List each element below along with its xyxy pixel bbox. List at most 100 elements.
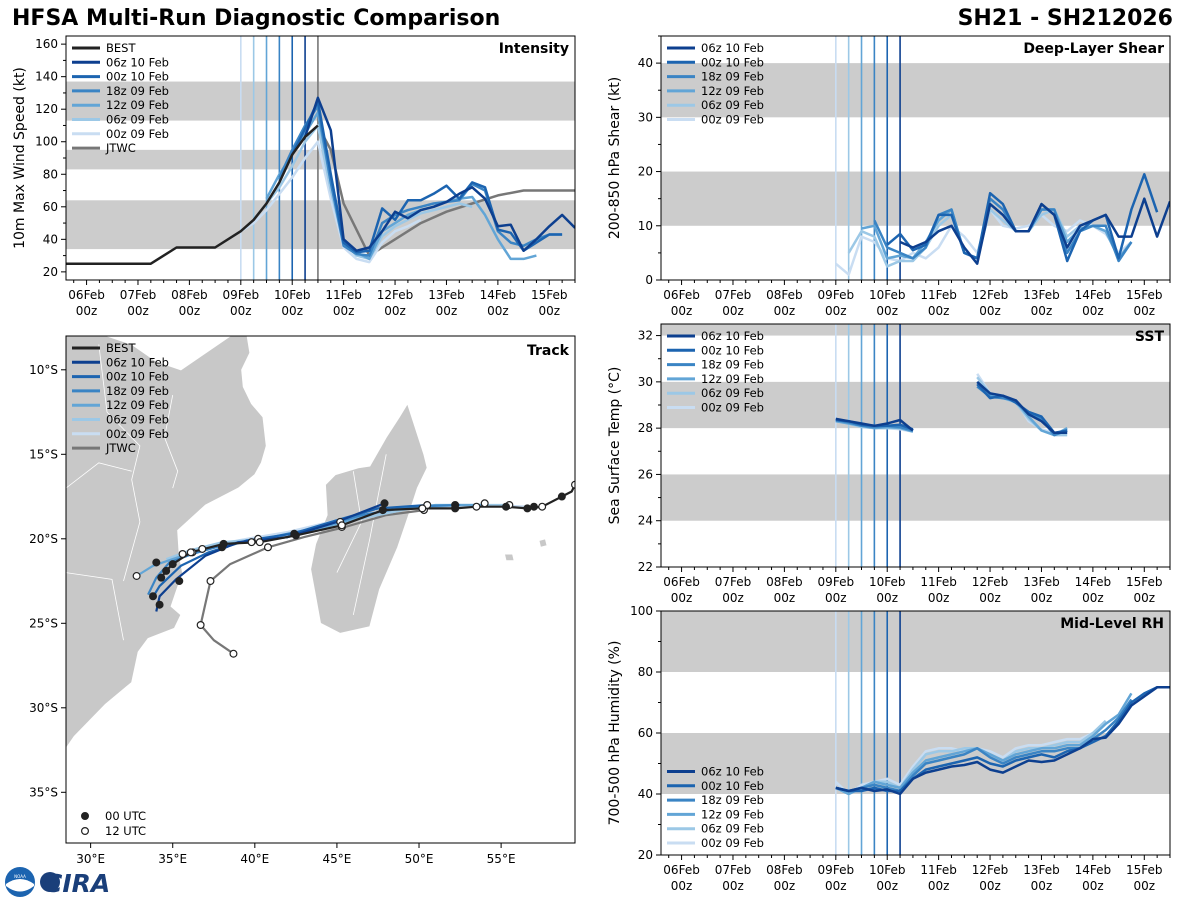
- x-tick-date-label: 13Feb: [1023, 863, 1060, 877]
- land-mauritius: [538, 538, 548, 548]
- series-line-12z-09-feb: [265, 111, 537, 261]
- y-tick-label: 25°S: [29, 616, 58, 630]
- x-tick-date-label: 07Feb: [715, 575, 752, 589]
- x-tick-date-label: 06Feb: [68, 288, 105, 302]
- x-tick-hour-label: 00z: [1031, 879, 1053, 893]
- track-marker-00utc: [157, 573, 166, 582]
- y-tick-label: 30: [638, 375, 653, 389]
- plot-area: [661, 611, 1170, 855]
- x-tick-label: 45°E: [322, 852, 351, 866]
- x-tick-date-label: 06Feb: [663, 863, 700, 877]
- series-line-06z-10-feb: [303, 96, 575, 252]
- track-marker-00utc: [162, 566, 171, 575]
- x-tick-hour-label: 00z: [333, 304, 355, 318]
- marker-legend-label: 00 UTC: [105, 809, 146, 823]
- admin-border: [164, 395, 179, 489]
- y-tick-label: 20°S: [29, 532, 58, 546]
- shear-panel: 0 10 20 30 40 06Feb 00z 07Feb 00z 08Feb 00z 09Feb 00…: [607, 35, 1171, 318]
- shaded-band: [661, 381, 1170, 429]
- x-tick-date-label: 15Feb: [1126, 863, 1163, 877]
- x-tick-label: 30°E: [76, 852, 105, 866]
- legend-label: JTWC: [105, 141, 136, 155]
- track-marker-00utc: [168, 560, 177, 569]
- track-marker-12utc: [472, 502, 481, 511]
- legend-label: BEST: [106, 341, 136, 355]
- legend-label: 06z 10 Feb: [701, 765, 764, 779]
- track-marker-12utc: [206, 577, 215, 586]
- x-tick-hour-label: 00z: [979, 304, 1001, 318]
- track-marker-12utc: [418, 504, 427, 513]
- track-marker-00utc: [523, 504, 532, 513]
- legend-label: 12z 09 Feb: [106, 98, 169, 112]
- x-tick-hour-label: 00z: [928, 304, 950, 318]
- legend-label: 00z 10 Feb: [701, 779, 764, 793]
- track-marker-00utc: [502, 502, 511, 511]
- y-tick-label: 26: [638, 467, 653, 481]
- legend-label: 06z 10 Feb: [701, 329, 764, 343]
- y-tick-label: 100: [35, 135, 58, 149]
- legend-label: 06z 09 Feb: [701, 386, 764, 400]
- intensity-panel: 20 40 60 80 100 120 140 160 06Feb 00z 07Feb 00z 08Fe…: [12, 35, 576, 318]
- x-tick-hour-label: 00z: [1082, 879, 1104, 893]
- x-tick-date-label: 08Feb: [766, 863, 803, 877]
- x-tick-hour-label: 00z: [179, 304, 201, 318]
- x-tick-date-label: 13Feb: [1023, 288, 1060, 302]
- x-tick-date-label: 15Feb: [1126, 288, 1163, 302]
- track-marker-00utc: [451, 504, 460, 513]
- series-line-00z-09-feb: [240, 140, 422, 264]
- y-tick-label: 80: [638, 665, 653, 679]
- series-line-06z-10-feb: [835, 686, 1170, 796]
- x-tick-date-label: 14Feb: [1075, 863, 1112, 877]
- legend-label: 00z 10 Feb: [106, 70, 169, 84]
- x-tick-date-label: 14Feb: [480, 288, 517, 302]
- x-tick-date-label: 15Feb: [1126, 575, 1163, 589]
- x-tick-date-label: 07Feb: [715, 863, 752, 877]
- y-tick-label: 140: [35, 70, 58, 84]
- y-tick-label: 0: [645, 273, 653, 287]
- track-marker-00utc: [155, 600, 164, 609]
- x-tick-hour-label: 00z: [928, 591, 950, 605]
- x-tick-date-label: 11Feb: [920, 863, 957, 877]
- marker-legend-label: 12 UTC: [105, 824, 146, 838]
- plot-area: [661, 36, 1170, 280]
- y-tick-label: 10: [638, 219, 653, 233]
- legend-label: 06z 09 Feb: [701, 822, 764, 836]
- x-tick-label: 40°E: [240, 852, 269, 866]
- cira-logo-globe: [40, 872, 60, 892]
- x-tick-hour-label: 00z: [876, 879, 898, 893]
- legend-label: 18z 09 Feb: [701, 70, 764, 84]
- track-panel: 30°E 35°E 40°E 45°E 50°E 55°E 10°S 15°S 20°S 25°S…: [29, 335, 576, 866]
- x-tick-date-label: 12Feb: [972, 863, 1009, 877]
- legend-label: 18z 09 Feb: [106, 84, 169, 98]
- x-tick-date-label: 10Feb: [869, 863, 906, 877]
- panel-title: Track: [527, 343, 570, 359]
- x-tick-date-label: 12Feb: [972, 288, 1009, 302]
- track-marker-12utc: [198, 544, 207, 553]
- track-line-jtwc: [199, 509, 425, 655]
- track-marker-12utc: [480, 499, 489, 508]
- marker-legend-swatch: [80, 826, 89, 835]
- series-line-06z-09-feb: [835, 719, 1107, 796]
- y-axis-label: 200-850 hPa Shear (kt): [607, 77, 623, 239]
- y-tick-label: 40: [638, 787, 653, 801]
- legend-label: 00z 10 Feb: [106, 370, 169, 384]
- track-marker-00utc: [529, 502, 538, 511]
- marker-legend-swatch: [80, 811, 89, 820]
- y-tick-label: 40: [638, 56, 653, 70]
- legend-label: 06z 10 Feb: [701, 41, 764, 55]
- x-tick-hour-label: 00z: [979, 879, 1001, 893]
- legend-label: 06z 09 Feb: [106, 413, 169, 427]
- x-tick-date-label: 06Feb: [663, 288, 700, 302]
- noaa-logo-text: NOAA: [14, 874, 26, 879]
- figure-title: HFSA Multi-Run Diagnostic Comparison: [12, 6, 501, 31]
- plot-frame: [660, 323, 1171, 568]
- legend-label: 06z 10 Feb: [106, 355, 169, 369]
- legend-label: 06z 09 Feb: [701, 98, 764, 112]
- x-tick-hour-label: 00z: [774, 879, 796, 893]
- x-tick-hour-label: 00z: [1134, 879, 1156, 893]
- x-tick-hour-label: 00z: [825, 591, 847, 605]
- x-tick-date-label: 07Feb: [120, 288, 157, 302]
- land-reunion: [503, 553, 515, 562]
- track-marker-00utc: [291, 531, 300, 540]
